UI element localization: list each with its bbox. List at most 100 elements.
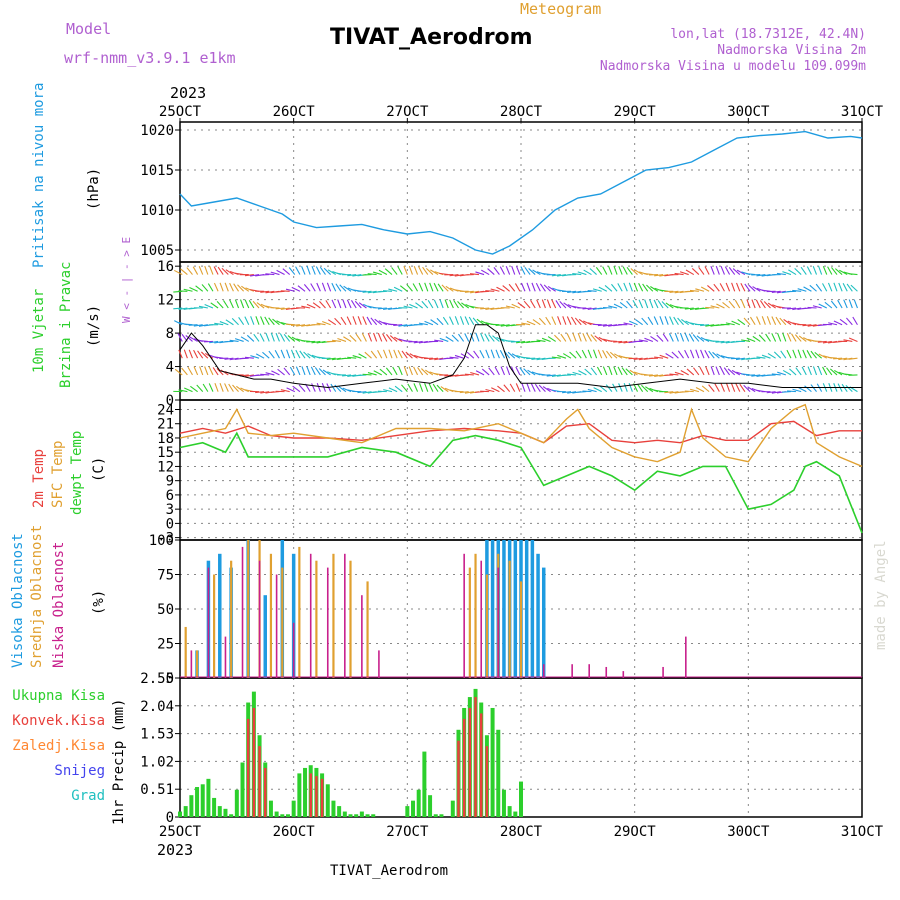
wind-barb bbox=[388, 387, 398, 393]
wind-barb bbox=[187, 366, 193, 376]
wind-barb bbox=[303, 284, 311, 292]
wind-barb bbox=[562, 353, 572, 359]
wind-barb bbox=[578, 318, 587, 326]
wind-barb bbox=[771, 391, 781, 394]
precip-bar bbox=[234, 789, 239, 817]
wind-barb bbox=[196, 384, 204, 393]
x-tick-label-bottom: 25OCT bbox=[159, 824, 202, 840]
wind-barb bbox=[626, 266, 633, 275]
wind-barb bbox=[264, 316, 270, 325]
wind-barb bbox=[674, 290, 684, 294]
wind-barb bbox=[846, 283, 853, 292]
wind-barb bbox=[492, 335, 500, 342]
wind-barb bbox=[618, 340, 628, 344]
wind-barb bbox=[183, 323, 193, 326]
wind-barb bbox=[613, 303, 623, 309]
wind-barb bbox=[295, 366, 301, 376]
x-tick-label-top: 30OCT bbox=[727, 104, 770, 120]
wind-barb bbox=[712, 351, 720, 359]
wind-barb bbox=[767, 302, 776, 309]
wind-barb bbox=[255, 391, 265, 394]
precip-bar bbox=[490, 707, 495, 817]
wind-barb bbox=[331, 299, 337, 309]
wind-barb bbox=[180, 268, 188, 275]
wind-barb bbox=[382, 333, 388, 342]
wind-barb bbox=[479, 349, 485, 359]
wind-barb bbox=[234, 338, 244, 342]
precip-bar bbox=[365, 814, 370, 817]
wind-barb bbox=[628, 383, 633, 392]
wind-barb bbox=[209, 265, 214, 275]
wind-barb bbox=[644, 299, 649, 309]
wind-barb bbox=[481, 368, 490, 376]
wind-barb bbox=[638, 299, 644, 309]
wind-barb bbox=[582, 390, 592, 393]
wind-barb bbox=[727, 368, 736, 376]
wind-barb bbox=[364, 351, 372, 359]
pressure-unit: (hPa) bbox=[86, 168, 102, 210]
wind-barb bbox=[842, 283, 848, 292]
wind-barb bbox=[596, 366, 603, 376]
wind-barb bbox=[268, 350, 275, 359]
wind-barb bbox=[743, 384, 751, 393]
wind-barb bbox=[720, 340, 730, 344]
wind-barb bbox=[617, 366, 623, 376]
cloud-bar bbox=[361, 595, 363, 678]
wind-barb bbox=[174, 368, 183, 376]
wind-barb bbox=[352, 355, 362, 359]
cloud-bar bbox=[485, 574, 488, 678]
wind-barb bbox=[589, 268, 597, 275]
wind-barb bbox=[295, 349, 301, 359]
wind-barb bbox=[436, 384, 444, 393]
wind-barb bbox=[326, 357, 336, 360]
wind-barb bbox=[716, 303, 725, 309]
year-bottom: 2023 bbox=[157, 841, 193, 859]
wind-barb bbox=[547, 387, 556, 393]
cloud-bar bbox=[218, 553, 222, 678]
wind-barb bbox=[598, 286, 608, 292]
y-tick-label: 0 bbox=[166, 516, 174, 532]
precip-bar bbox=[258, 746, 261, 817]
wind-barb bbox=[692, 334, 700, 342]
wind-barb bbox=[408, 265, 413, 275]
wind-barb bbox=[740, 282, 746, 292]
wind-barb bbox=[740, 299, 746, 309]
wind-barb bbox=[665, 353, 674, 359]
wind-barb bbox=[355, 333, 362, 342]
wind-barb bbox=[507, 351, 516, 359]
x-tick-label-bottom: 26OCT bbox=[273, 824, 316, 840]
precip-legend-grad: Grad bbox=[71, 788, 105, 804]
wind-barb bbox=[604, 285, 613, 292]
wind-barb bbox=[598, 336, 608, 342]
wind-barb bbox=[788, 269, 797, 276]
wind-barb bbox=[716, 353, 725, 359]
wind-barb bbox=[362, 373, 372, 376]
precip-bar bbox=[285, 814, 290, 817]
wind-barb bbox=[229, 339, 239, 343]
wind-barb bbox=[301, 266, 306, 275]
wind-barb bbox=[224, 357, 234, 360]
wind-barb bbox=[562, 316, 567, 325]
wind-barb bbox=[684, 349, 690, 359]
wind-barb bbox=[384, 268, 393, 275]
y-tick-label: 15 bbox=[157, 445, 174, 461]
precip-bar bbox=[457, 740, 460, 817]
wind-barb bbox=[803, 337, 812, 342]
wind-barb bbox=[185, 335, 193, 342]
wind-barb bbox=[728, 267, 736, 275]
wind-barb bbox=[229, 299, 234, 309]
wind-barb bbox=[240, 336, 250, 342]
wind-barb bbox=[608, 265, 613, 275]
wind-barb bbox=[190, 385, 198, 393]
wind-barb bbox=[707, 284, 715, 292]
wind-barb bbox=[424, 282, 429, 292]
wind-barb bbox=[766, 316, 772, 325]
wind-barb bbox=[547, 285, 556, 292]
wind-barb bbox=[212, 367, 219, 376]
wind-barb bbox=[352, 316, 357, 325]
wind-barb bbox=[334, 317, 342, 326]
wind-barb bbox=[824, 301, 833, 309]
wind-barb bbox=[700, 349, 705, 359]
wind-barb bbox=[551, 374, 561, 378]
wind-barb bbox=[633, 357, 643, 361]
